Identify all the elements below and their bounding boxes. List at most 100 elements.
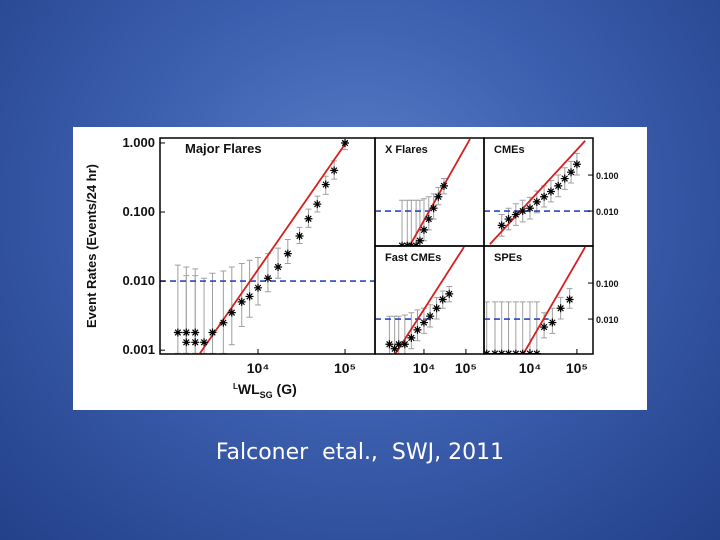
point [511,210,520,219]
panel-title: Major Flares [185,141,262,156]
point [426,312,435,321]
point [413,325,422,334]
x-axis-label: LWLSG (G) [233,381,297,400]
point [560,174,569,183]
point [182,328,191,337]
point [304,214,313,223]
point [385,340,394,349]
fit-line [409,138,471,246]
y-tick-label: 0.100 [596,171,619,181]
error-bar [414,309,421,342]
error-bar [519,301,526,354]
point [173,328,182,337]
x-tick-label: 10⁵ [566,360,588,376]
error-bar [401,314,408,354]
caption: Falconer etal., SWJ, 2011 [215,440,505,465]
point [556,304,565,313]
point [321,180,330,189]
panel-frame [483,245,594,355]
point [518,207,527,216]
x-tick-label: 10⁴ [413,360,436,376]
point [540,192,549,201]
point [208,328,217,337]
point [432,304,441,313]
x-axis-label-part: (G) [273,381,297,397]
x-tick-label: 10⁵ [455,360,477,376]
error-bar [255,256,262,306]
x-axis-label-part: L [233,382,238,391]
point [407,333,416,342]
point [554,181,563,190]
y-tick-label: 0.100 [596,279,619,289]
point [219,318,228,327]
point [572,160,581,169]
point [532,197,541,206]
error-bar [533,301,540,354]
error-bar [505,301,512,354]
x-tick-label: 10⁵ [334,360,356,376]
point [237,297,246,306]
y-tick-label: 1.000 [122,135,155,150]
x-axis-label-part: SG [260,390,273,400]
point [341,138,350,147]
point [245,292,254,301]
panel-title: SPEs [494,252,522,264]
point [548,318,557,327]
point [565,295,574,304]
error-bar [512,301,519,354]
point [525,204,534,213]
error-bar [526,301,533,354]
fit-line [489,140,586,245]
y-tick-label: 0.100 [122,204,155,219]
point [283,249,292,258]
point [445,289,454,298]
point [400,340,409,349]
point [429,204,438,213]
error-bar [399,199,406,246]
error-bar [491,301,498,354]
point [394,340,403,349]
fit-line [522,246,586,354]
figure-background [73,127,647,410]
x-tick-label: 10⁴ [247,360,270,376]
point [419,225,428,234]
point [182,338,191,347]
error-bar [238,262,245,328]
point [191,328,200,337]
point [434,192,443,201]
point [439,181,448,190]
point [546,187,555,196]
point [200,338,209,347]
point [415,236,424,245]
point [227,308,236,317]
panel-title: Fast CMEs [385,252,441,264]
point [274,263,283,272]
y-tick-label: 0.010 [596,207,619,217]
panel-title: X Flares [385,144,428,156]
point [497,221,506,230]
point [390,344,399,353]
error-bar [246,259,253,318]
point [504,215,513,224]
error-bar [498,301,505,354]
point [424,215,433,224]
point [254,283,263,292]
x-axis-label-part: WL [238,381,260,397]
plot-area [484,140,593,245]
point [419,318,428,327]
point [567,168,576,177]
y-tick-label: 0.010 [122,273,155,288]
x-tick-label: 10⁴ [519,360,542,376]
fit-line [199,140,348,354]
y-axis-label: Event Rates (Events/24 hr) [84,164,99,328]
point [263,274,272,283]
fit-line [394,246,465,354]
point [330,166,339,175]
point [540,323,549,332]
point [438,295,447,304]
point [313,200,322,209]
y-tick-label: 0.010 [596,315,619,325]
y-tick-label: 0.001 [122,342,155,357]
